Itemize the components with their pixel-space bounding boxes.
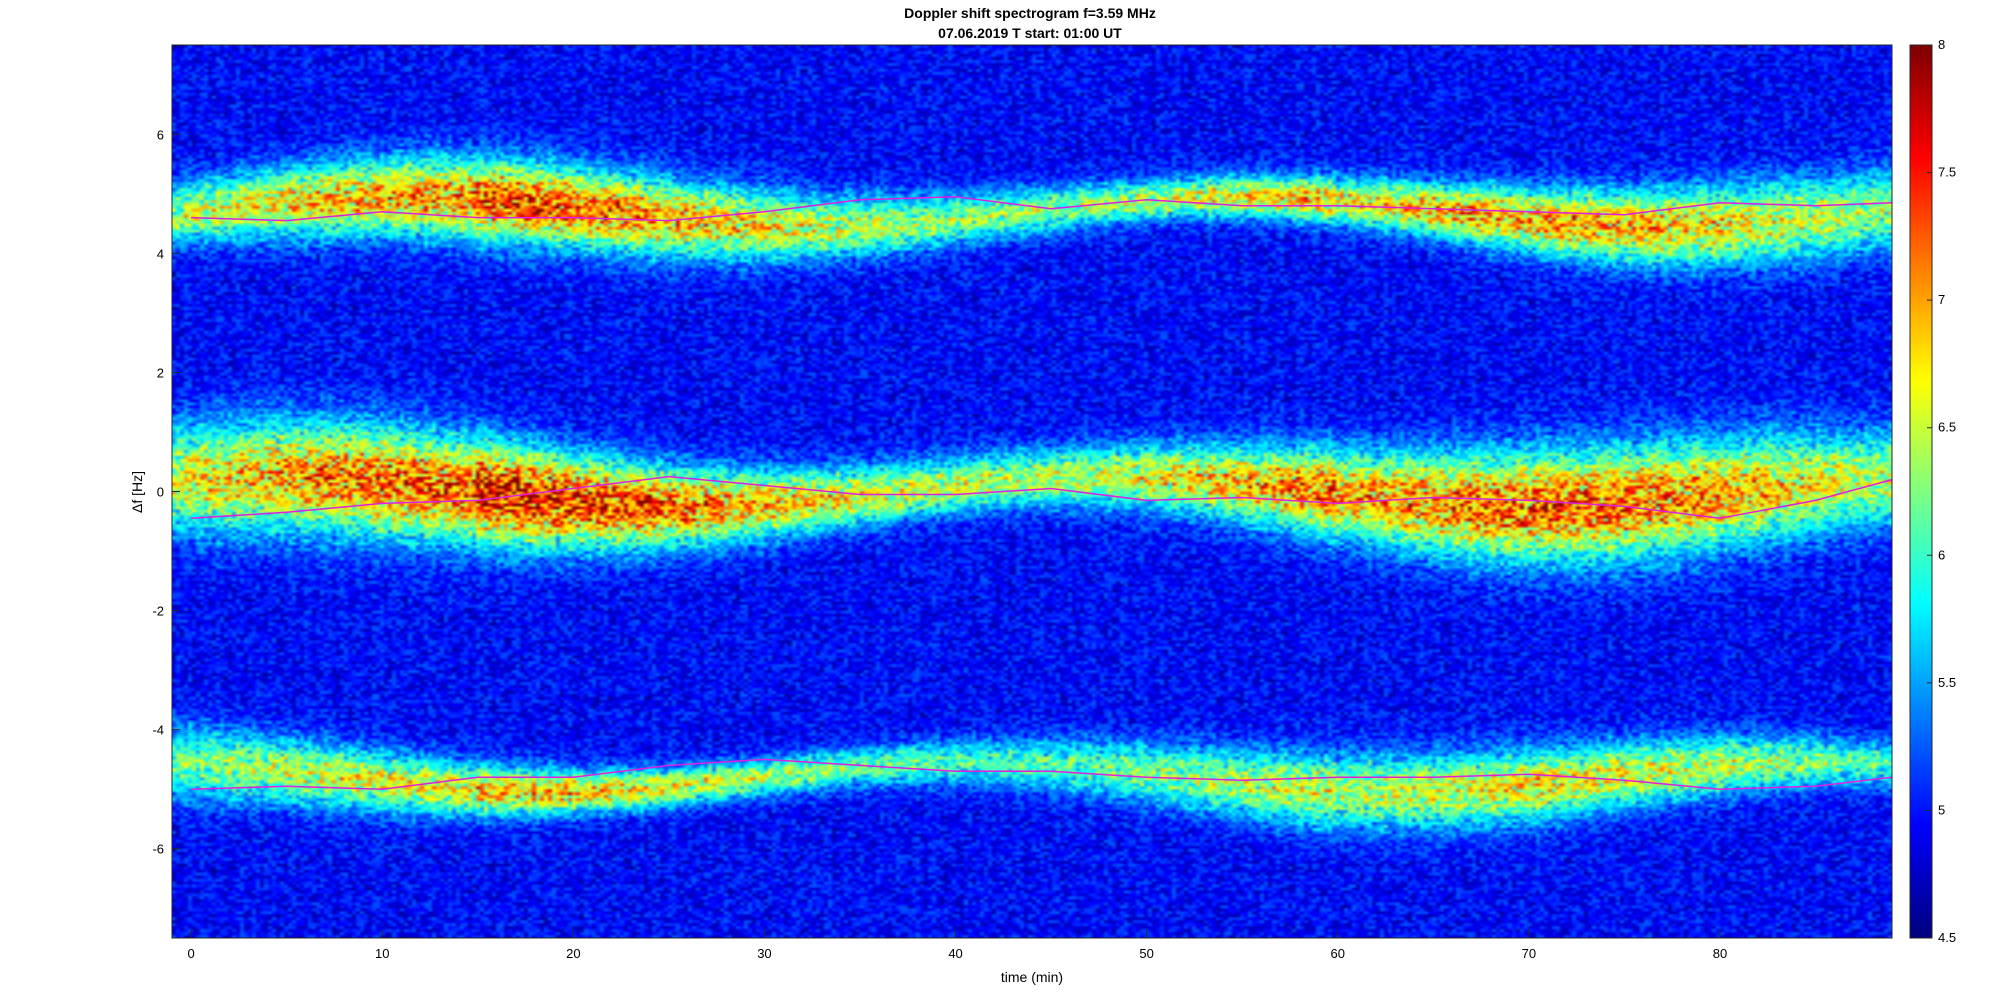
trace-line-0 <box>191 196 1893 222</box>
spectrogram-heatmap <box>172 45 1892 938</box>
colorbar-tick-label: 7 <box>1938 292 1945 307</box>
x-tick-label: 70 <box>1522 946 1536 961</box>
colorbar-frame <box>1909 44 1933 939</box>
colorbar-tick-label: 7.5 <box>1938 165 1956 180</box>
y-tick-label: 2 <box>157 365 164 380</box>
plot-area <box>171 44 1893 939</box>
chart-subtitle: 07.06.2019 T start: 01:00 UT <box>938 25 1122 41</box>
colorbar: 4.5 5 5.5 6 6.5 7 7.5 8 <box>1909 37 1956 945</box>
y-tick-label: 4 <box>157 246 164 261</box>
x-tick-label: 40 <box>948 946 962 961</box>
x-tick-label: 20 <box>566 946 580 961</box>
x-tick-label: 60 <box>1331 946 1345 961</box>
x-axis-label: time (min) <box>1001 969 1063 985</box>
colorbar-tick-label: 8 <box>1938 37 1945 52</box>
colorbar-ticks: 4.5 5 5.5 6 6.5 7 7.5 8 <box>1927 37 1956 945</box>
trace-line-1 <box>191 475 1893 520</box>
x-tick-label: 30 <box>757 946 771 961</box>
x-tick-label: 50 <box>1139 946 1153 961</box>
y-axis-label: Δf [Hz] <box>129 471 145 513</box>
colorbar-tick-label: 5 <box>1938 802 1945 817</box>
y-tick-label: -6 <box>152 842 164 857</box>
x-tick-label: 80 <box>1713 946 1727 961</box>
y-tick-label: 0 <box>157 485 164 500</box>
y-axis-ticks: -6 -4 -2 0 2 4 6 <box>152 127 180 857</box>
colorbar-tick-label: 6.5 <box>1938 420 1956 435</box>
colorbar-tick-label: 6 <box>1938 547 1945 562</box>
trace-line-2 <box>191 758 1893 790</box>
y-tick-label: 6 <box>157 127 164 142</box>
colorbar-tick-label: 5.5 <box>1938 675 1956 690</box>
x-tick-label: 10 <box>375 946 389 961</box>
y-tick-label: -2 <box>152 604 164 619</box>
colorbar-gradient <box>1910 45 1932 938</box>
chart-title: Doppler shift spectrogram f=3.59 MHz <box>904 5 1156 21</box>
frequency-traces <box>191 196 1893 790</box>
y-tick-label: -4 <box>152 723 164 738</box>
x-axis-ticks: 0 10 20 30 40 50 60 70 80 <box>187 930 1727 961</box>
colorbar-tick-label: 4.5 <box>1938 930 1956 945</box>
x-tick-label: 0 <box>187 946 194 961</box>
